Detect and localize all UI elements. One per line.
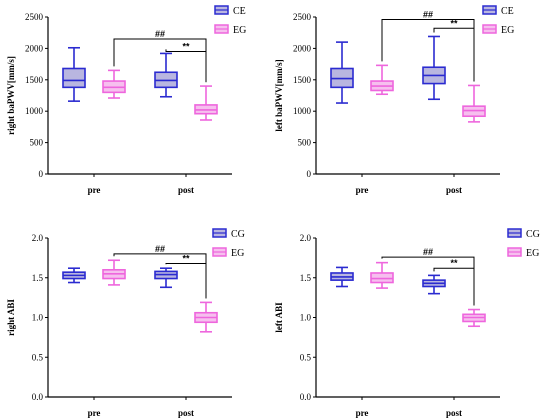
y-tick-label: 1000 <box>293 106 312 116</box>
y-tick-label: 2500 <box>293 12 312 22</box>
x-tick-label: pre <box>88 185 101 195</box>
legend-item-CE: CE <box>214 5 246 17</box>
x-tick-label: post <box>446 185 462 195</box>
box-CE-pre <box>62 46 86 102</box>
y-tick-label: 0 <box>307 169 312 179</box>
box-EG-pre <box>102 259 126 286</box>
significance-label: ** <box>450 258 458 268</box>
y-tick-label: 0.0 <box>32 392 44 402</box>
bracket-line <box>433 27 475 82</box>
x-tick-label: pre <box>356 408 369 418</box>
significance-label: ## <box>423 10 433 20</box>
legend-item-EG: EG <box>482 24 514 36</box>
box-EG-pre <box>102 69 126 99</box>
y-tick-label: 2000 <box>25 43 44 53</box>
box-CE-pre <box>330 41 354 104</box>
y-tick-label: 0.5 <box>300 352 312 362</box>
y-tick-label: 0.0 <box>300 392 312 402</box>
y-tick-label: 0 <box>39 169 44 179</box>
significance-bracket-2: ** <box>433 18 475 82</box>
significance-bracket-2: ** <box>165 253 207 299</box>
box-CE-post <box>154 52 178 98</box>
legend-item-EG: EG <box>507 247 539 259</box>
bracket-line <box>433 267 475 306</box>
box-CG-post <box>422 274 446 295</box>
significance-bracket-2: ** <box>165 42 207 83</box>
y-tick-label: 1.5 <box>32 273 44 283</box>
y-tick-label: 2.0 <box>32 233 44 243</box>
box-CG-pre <box>62 267 86 284</box>
legend-label: CG <box>231 229 245 240</box>
y-tick-label: 1000 <box>25 106 44 116</box>
y-axis-label: right baPWV[mm/s] <box>6 56 16 135</box>
bracket-line <box>165 49 207 83</box>
y-tick-label: 1.0 <box>32 313 44 323</box>
significance-label: ** <box>182 42 190 52</box>
significance-label: ** <box>450 18 458 28</box>
significance-label: ## <box>155 244 165 254</box>
legend-label: EG <box>526 248 539 259</box>
box-EG-pre <box>370 261 394 289</box>
legend-label: EG <box>231 248 244 259</box>
box-EG-post <box>462 308 486 328</box>
legend-item-CE: CE <box>482 5 514 17</box>
significance-label: ## <box>423 247 433 257</box>
y-tick-label: 2.0 <box>300 233 312 243</box>
chart-panel-1: 0 500 1000 1500 2000 2500 pre post right baPWV[m… <box>6 5 246 195</box>
legend-item-EG: EG <box>214 24 246 36</box>
box-CE-post <box>422 35 446 101</box>
box-EG-pre <box>370 64 394 96</box>
legend-label: CE <box>233 6 246 17</box>
box-CG-pre <box>330 266 354 288</box>
significance-bracket-1: ## <box>381 247 475 306</box>
y-tick-label: 500 <box>298 138 312 148</box>
y-tick-label: 0.5 <box>32 352 44 362</box>
y-axis-label: right ABI <box>6 299 16 336</box>
y-axis-label: left ABI <box>274 302 284 333</box>
x-tick-label: post <box>178 408 194 418</box>
legend-item-CG: CG <box>507 228 540 240</box>
legend-label: EG <box>501 25 514 36</box>
bracket-line <box>165 262 207 299</box>
y-tick-label: 1500 <box>293 75 312 85</box>
legend-label: CG <box>526 229 540 240</box>
chart-panel-4: 0.0 0.5 1.0 1.5 2.0 pre post left ABI ## ** CG EG <box>274 228 540 418</box>
legend-label: CE <box>501 6 514 17</box>
box-CG-post <box>154 267 178 289</box>
y-axis-label: left baPWV[mm/s] <box>274 59 284 131</box>
box-iqr <box>62 67 86 89</box>
y-tick-label: 1.0 <box>300 313 312 323</box>
significance-bracket-2: ** <box>433 258 475 306</box>
x-tick-label: post <box>178 185 194 195</box>
x-tick-label: post <box>446 408 462 418</box>
chart-panel-2: 0 500 1000 1500 2000 2500 pre post left baPWV[mm… <box>274 5 514 195</box>
box-EG-post <box>462 84 486 123</box>
x-tick-label: pre <box>356 185 369 195</box>
legend-item-EG: EG <box>212 247 244 259</box>
y-tick-label: 2500 <box>25 12 44 22</box>
y-tick-label: 1.5 <box>300 273 312 283</box>
y-tick-label: 1500 <box>25 75 44 85</box>
y-tick-label: 2000 <box>293 43 312 53</box>
legend-label: EG <box>233 25 246 36</box>
significance-label: ## <box>155 29 165 39</box>
chart-panel-3: 0.0 0.5 1.0 1.5 2.0 pre post right ABI ## ** CG EG <box>6 228 245 418</box>
x-tick-label: pre <box>88 408 101 418</box>
box-EG-post <box>194 85 218 121</box>
significance-label: ** <box>182 253 190 263</box>
box-EG-post <box>194 301 218 333</box>
legend-item-CG: CG <box>212 228 245 240</box>
y-tick-label: 500 <box>30 138 44 148</box>
